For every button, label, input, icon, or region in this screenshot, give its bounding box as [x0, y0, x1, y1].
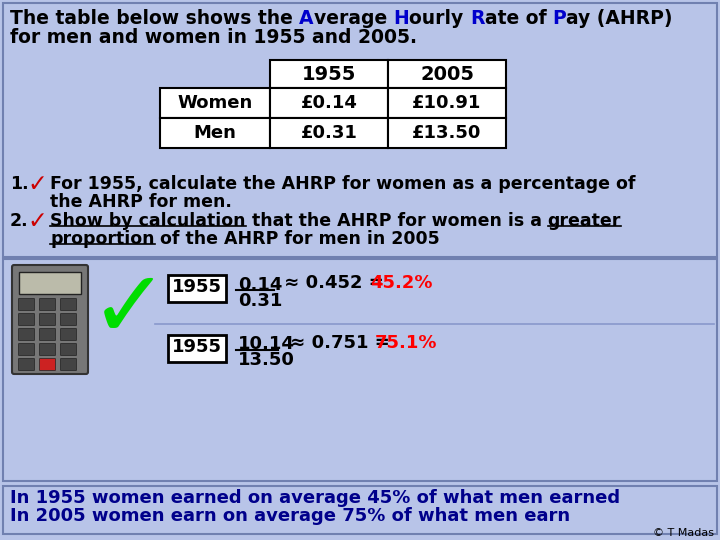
- Text: 10.14: 10.14: [238, 335, 295, 353]
- Text: The table below shows the: The table below shows the: [10, 9, 300, 28]
- FancyBboxPatch shape: [168, 335, 226, 362]
- Text: the AHRP for men.: the AHRP for men.: [50, 193, 232, 211]
- FancyBboxPatch shape: [40, 328, 55, 341]
- Text: £0.14: £0.14: [300, 94, 357, 112]
- FancyBboxPatch shape: [388, 60, 506, 88]
- Text: 1.: 1.: [10, 175, 29, 193]
- Text: ✓: ✓: [27, 172, 47, 196]
- Text: ourly: ourly: [410, 9, 470, 28]
- Text: ≈ 0.452 =: ≈ 0.452 =: [278, 274, 390, 292]
- Text: £13.50: £13.50: [413, 124, 482, 142]
- Text: ate of: ate of: [485, 9, 553, 28]
- Text: H: H: [394, 9, 410, 28]
- Text: ✓: ✓: [90, 265, 169, 357]
- FancyBboxPatch shape: [160, 118, 270, 148]
- FancyBboxPatch shape: [12, 265, 88, 374]
- FancyBboxPatch shape: [270, 118, 388, 148]
- Text: For 1955, calculate the AHRP for women as a percentage of: For 1955, calculate the AHRP for women a…: [50, 175, 636, 193]
- Text: that the AHRP for women is a: that the AHRP for women is a: [246, 212, 547, 230]
- FancyBboxPatch shape: [40, 299, 55, 310]
- Text: 75.1%: 75.1%: [375, 334, 438, 352]
- Text: Show by calculation: Show by calculation: [50, 212, 246, 230]
- FancyBboxPatch shape: [19, 359, 35, 370]
- Text: of the AHRP for men in 2005: of the AHRP for men in 2005: [155, 230, 440, 248]
- Text: In 2005 women earn on average 75% of what men earn: In 2005 women earn on average 75% of wha…: [10, 507, 570, 525]
- Text: P: P: [553, 9, 567, 28]
- FancyBboxPatch shape: [19, 272, 81, 294]
- FancyBboxPatch shape: [160, 88, 270, 118]
- Text: proportion: proportion: [50, 230, 155, 248]
- Text: verage: verage: [314, 9, 394, 28]
- FancyBboxPatch shape: [270, 88, 388, 118]
- Text: ay (AHRP): ay (AHRP): [567, 9, 673, 28]
- Text: £10.91: £10.91: [413, 94, 482, 112]
- Text: 0.14: 0.14: [238, 276, 282, 294]
- Text: ≈ 0.751 =: ≈ 0.751 =: [284, 334, 396, 352]
- Text: In 1955 women earned on average 45% of what men earned: In 1955 women earned on average 45% of w…: [10, 489, 620, 507]
- FancyBboxPatch shape: [40, 314, 55, 326]
- FancyBboxPatch shape: [3, 486, 717, 534]
- FancyBboxPatch shape: [388, 118, 506, 148]
- FancyBboxPatch shape: [3, 3, 717, 257]
- FancyBboxPatch shape: [19, 314, 35, 326]
- Text: Women: Women: [177, 94, 253, 112]
- FancyBboxPatch shape: [60, 299, 76, 310]
- Text: greater: greater: [547, 212, 621, 230]
- Text: ✓: ✓: [27, 209, 47, 233]
- FancyBboxPatch shape: [270, 60, 388, 88]
- FancyBboxPatch shape: [19, 299, 35, 310]
- FancyBboxPatch shape: [40, 343, 55, 355]
- Text: Men: Men: [194, 124, 236, 142]
- FancyBboxPatch shape: [19, 328, 35, 341]
- Text: £0.31: £0.31: [300, 124, 357, 142]
- FancyBboxPatch shape: [40, 359, 55, 370]
- Text: 1955: 1955: [302, 64, 356, 84]
- FancyBboxPatch shape: [60, 343, 76, 355]
- Text: A: A: [300, 9, 314, 28]
- FancyBboxPatch shape: [388, 88, 506, 118]
- Text: © T Madas: © T Madas: [653, 528, 714, 538]
- Text: R: R: [470, 9, 485, 28]
- FancyBboxPatch shape: [60, 314, 76, 326]
- Text: 13.50: 13.50: [238, 351, 295, 369]
- FancyBboxPatch shape: [168, 275, 226, 302]
- FancyBboxPatch shape: [60, 328, 76, 341]
- Text: 2.: 2.: [10, 212, 29, 230]
- Text: 1955: 1955: [172, 338, 222, 356]
- FancyBboxPatch shape: [3, 259, 717, 481]
- Text: 45.2%: 45.2%: [370, 274, 433, 292]
- Text: 2005: 2005: [420, 64, 474, 84]
- Text: for men and women in 1955 and 2005.: for men and women in 1955 and 2005.: [10, 28, 417, 47]
- Text: 0.31: 0.31: [238, 292, 282, 310]
- FancyBboxPatch shape: [19, 343, 35, 355]
- FancyBboxPatch shape: [60, 359, 76, 370]
- Text: 1955: 1955: [172, 278, 222, 296]
